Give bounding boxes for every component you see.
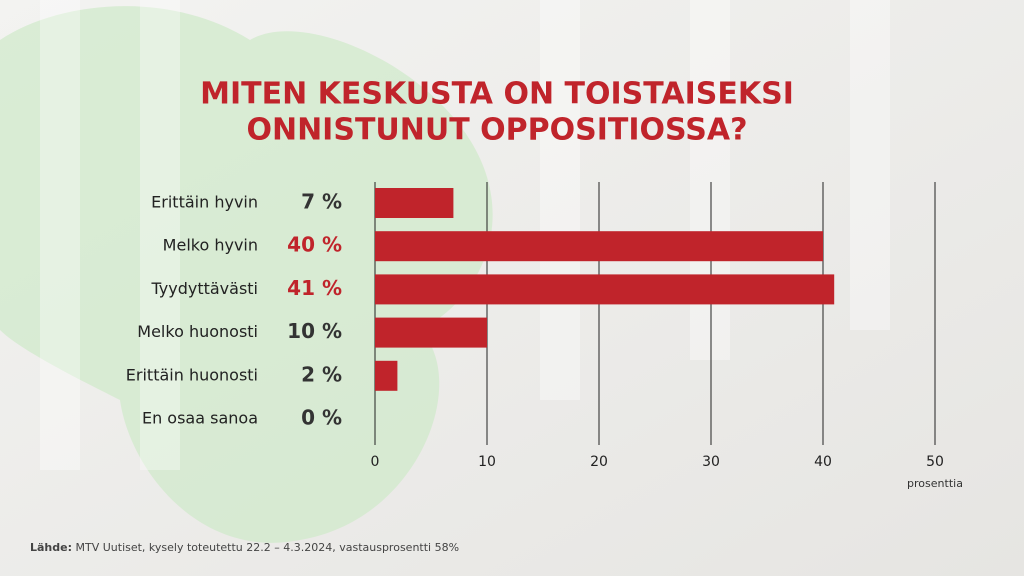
x-tick-label: 20: [590, 454, 608, 470]
source-text: MTV Uutiset, kysely toteutettu 22.2 – 4.…: [76, 541, 460, 554]
bar: [375, 188, 454, 218]
logo-shape: [0, 6, 493, 543]
category-label: Melko hyvin: [163, 236, 258, 255]
x-tick-label: 30: [702, 454, 720, 470]
source-label: Lähde:: [30, 541, 72, 554]
category-label: En osaa sanoa: [142, 409, 258, 428]
category-label: Tyydyttävästi: [150, 279, 258, 298]
category-label: Erittäin hyvin: [151, 193, 258, 212]
x-tick-label: 10: [478, 454, 496, 470]
x-tick-label: 40: [814, 454, 832, 470]
category-label: Melko huonosti: [137, 322, 258, 341]
x-axis-label: prosenttia: [907, 477, 963, 490]
value-label: 2 %: [301, 362, 342, 386]
value-label: 10 %: [287, 319, 342, 343]
bar: [375, 274, 835, 305]
value-label: 7 %: [301, 190, 342, 214]
source: Lähde: MTV Uutiset, kysely toteutettu 22…: [30, 541, 459, 554]
chart-title: MITEN KESKUSTA ON TOISTAISEKSI: [200, 77, 794, 112]
x-tick-label: 0: [371, 454, 380, 470]
bar: [375, 231, 823, 262]
bar: [375, 360, 398, 391]
bar: [375, 317, 487, 348]
columns: [40, 0, 890, 470]
category-label: Erittäin huonosti: [126, 365, 258, 384]
chart-title: ONNISTUNUT OPPOSITIOSSA?: [246, 113, 747, 148]
value-label: 40 %: [287, 233, 342, 257]
value-label: 41 %: [287, 276, 342, 300]
value-label: 0 %: [301, 406, 342, 430]
x-tick-label: 50: [926, 454, 944, 470]
